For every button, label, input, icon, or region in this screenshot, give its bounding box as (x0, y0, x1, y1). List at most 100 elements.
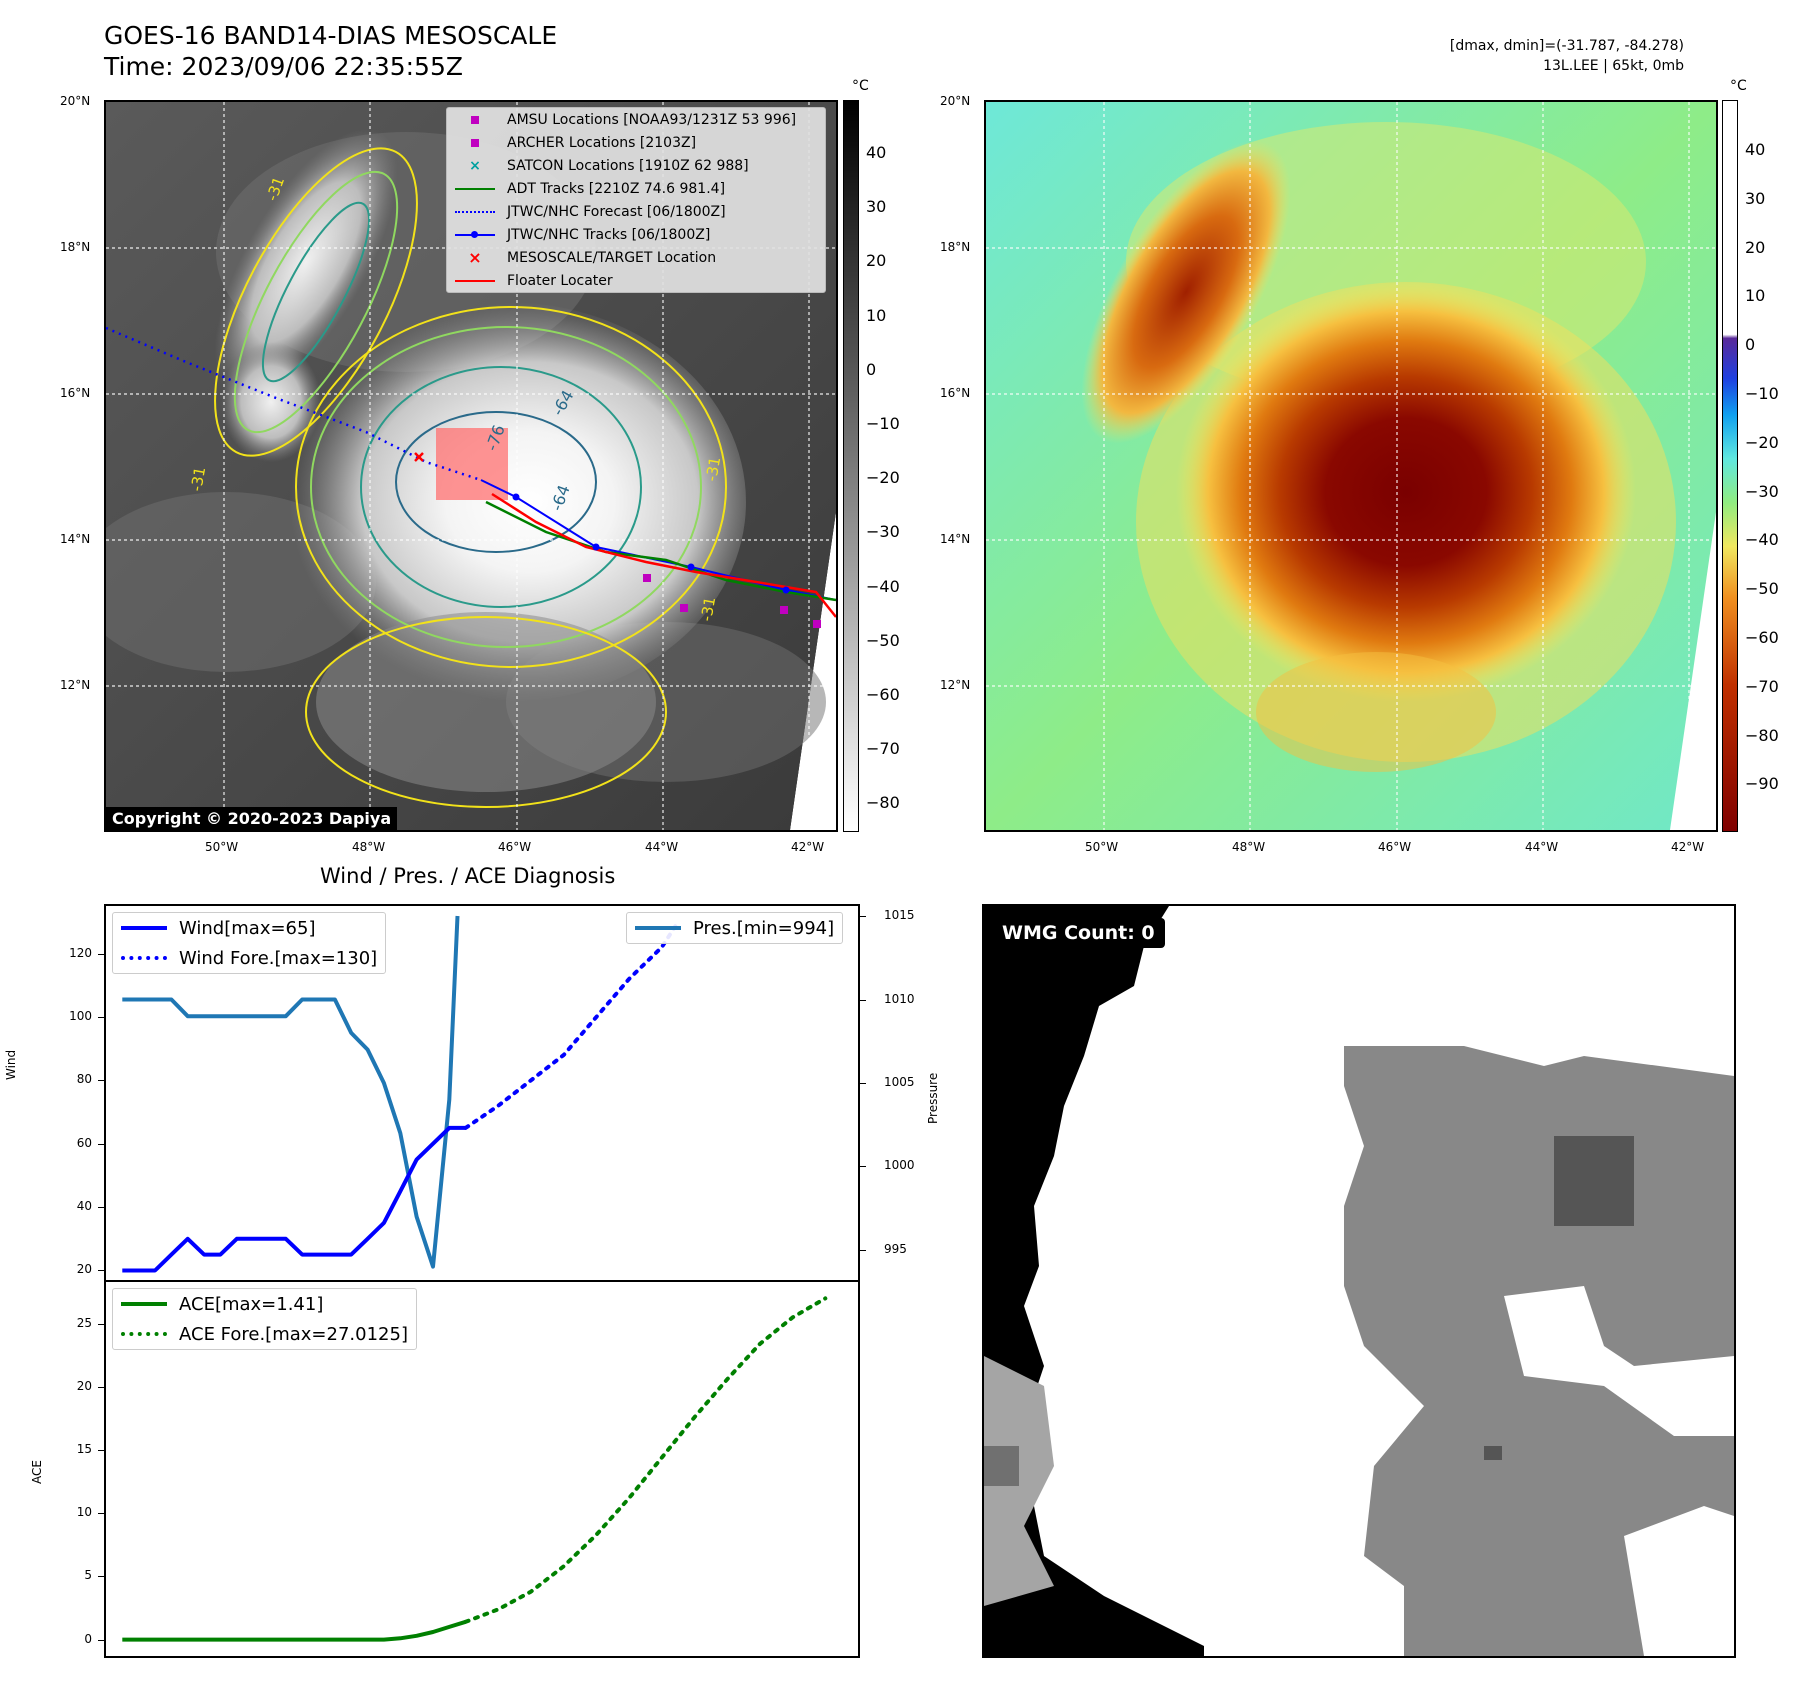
color-image-map (984, 100, 1718, 832)
pressure-ytick: 995 (884, 1241, 907, 1256)
ace-legend: ACE[max=1.41] ACE Fore.[max=27.0125] (112, 1288, 417, 1350)
ir-lat-label: 18°N (60, 240, 91, 254)
ir-lon-label: 50°W (205, 840, 239, 854)
legend-tracks: JTWC/NHC Tracks [06/1800Z] (447, 223, 825, 246)
wind-ytick: 60 (76, 1135, 92, 1150)
legend-archer: ARCHER Locations [2103Z] (447, 131, 825, 154)
legend-forecast: JTWC/NHC Forecast [06/1800Z] (447, 200, 825, 223)
legend-wind: Wind[max=65] (113, 913, 385, 943)
color-colorbar-tick: 10 (1745, 286, 1766, 306)
ir-colorbar-tick: −40 (866, 576, 900, 596)
color-colorbar-tick: −20 (1745, 432, 1779, 452)
ir-colorbar-tick: −50 (866, 630, 900, 650)
ir-lat-label: 14°N (60, 532, 91, 546)
wind-panel-title: Wind / Pres. / ACE Diagnosis (320, 864, 616, 888)
color-lon-label: 46°W (1378, 840, 1412, 854)
color-colorbar-tick: −70 (1745, 676, 1779, 696)
wind-ytick: 40 (76, 1199, 92, 1214)
storm-label: 13L.LEE | 65kt, 0mb (1543, 58, 1684, 74)
ace-ytick-mark (98, 1513, 104, 1515)
wind-line (122, 1125, 466, 1273)
wind-ytick-mark (98, 1270, 104, 1272)
ir-lon-label: 48°W (352, 840, 386, 854)
ir-lat-label: 16°N (60, 386, 91, 400)
color-colorbar (1722, 100, 1738, 832)
contour-label: -31 (702, 455, 724, 482)
ir-colorbar-tick: −20 (866, 468, 900, 488)
wind-svg (122, 915, 681, 1273)
wind-legend: Wind[max=65] Wind Fore.[max=130] (112, 912, 387, 974)
color-lon-label: 42°W (1671, 840, 1705, 854)
color-lon-label: 50°W (1085, 840, 1119, 854)
pressure-ytick-mark (860, 1082, 866, 1084)
wind-ytick-mark (98, 1016, 104, 1018)
legend-floater: Floater Locater (447, 269, 825, 292)
legend-wind-fore: Wind Fore.[max=130] (113, 943, 385, 973)
contour-label: -31 (697, 595, 719, 622)
color-lat-label: 18°N (940, 240, 971, 254)
wind-ytick: 100 (69, 1008, 92, 1023)
pressure-ytick-mark (860, 916, 866, 918)
ir-colorbar-tick: 0 (866, 359, 877, 379)
ace-ytick-mark (98, 1576, 104, 1578)
ace-ytick-mark (98, 1323, 104, 1325)
ir-lon-label: 44°W (645, 840, 679, 854)
ir-colorbar-tick: −70 (866, 739, 900, 759)
ace-line (122, 1619, 467, 1642)
wind-ytick-mark (98, 953, 104, 955)
ace-ytick: 0 (84, 1631, 92, 1646)
contour-label: -31 (187, 465, 209, 492)
color-colorbar-tick: −40 (1745, 530, 1779, 550)
pressure-ytick-mark (860, 1249, 866, 1251)
color-colorbar-tick: −80 (1745, 725, 1779, 745)
legend-ace-fore: ACE Fore.[max=27.0125] (113, 1319, 416, 1349)
ace-ytick-mark (98, 1639, 104, 1641)
wmg-count-label: WMG Count: 0 (992, 918, 1165, 948)
color-lat-label: 16°N (940, 386, 971, 400)
wind-ytick-mark (98, 1143, 104, 1145)
pressure-ytick-mark (860, 1166, 866, 1168)
ace-svg (122, 1296, 828, 1642)
ace-ytick: 20 (76, 1378, 92, 1393)
legend-satcon: × SATCON Locations [1910Z 62 988] (469, 157, 749, 174)
color-colorbar-unit: °C (1730, 78, 1747, 94)
dmax-dmin-label: [dmax, dmin]=(-31.787, -84.278) (1449, 38, 1684, 54)
ir-lat-label: 12°N (60, 678, 91, 692)
ace-plot (104, 1280, 860, 1658)
main-title: GOES-16 BAND14-DIAS MESOSCALE (104, 21, 558, 50)
legend-mesoscale: × MESOSCALE/TARGET Location (468, 248, 717, 267)
ace-ytick: 25 (76, 1315, 92, 1330)
wind-ytick: 120 (69, 945, 92, 960)
pressure-ytick: 1005 (884, 1074, 915, 1089)
ir-colorbar-tick: −60 (866, 685, 900, 704)
color-lon-label: 48°W (1232, 840, 1266, 854)
pressure-ylabel: Pressure (926, 1072, 940, 1124)
color-colorbar-tick: −10 (1745, 384, 1779, 403)
ir-colorbar-tick: 40 (866, 143, 887, 162)
color-colorbar-tick: 30 (1745, 188, 1766, 208)
legend-pres: Pres.[min=994] (627, 913, 842, 943)
ace-ytick: 10 (76, 1505, 92, 1520)
ir-lon-label: 42°W (791, 840, 825, 854)
legend-amsu: AMSU Locations [NOAA93/1231Z 53 996] (447, 108, 825, 131)
ir-colorbar-tick: −10 (866, 414, 900, 433)
color-lat-label: 20°N (940, 94, 971, 108)
color-colorbar-tick: −90 (1745, 774, 1779, 794)
wind-ytick: 80 (76, 1072, 92, 1087)
ir-colorbar-tick: −30 (866, 522, 900, 542)
ir-colorbar-tick: 20 (866, 251, 887, 271)
ace-ytick: 5 (84, 1568, 92, 1583)
ace-ytick-mark (98, 1386, 104, 1388)
legend-adt: ADT Tracks [2210Z 74.6 981.4] (447, 177, 825, 200)
wind-ytick-mark (98, 1207, 104, 1209)
ir-colorbar-tick: 30 (866, 197, 887, 217)
color-colorbar-tick: 20 (1745, 237, 1766, 257)
ir-colorbar-unit: °C (852, 78, 869, 94)
pressure-ytick: 1000 (884, 1158, 915, 1173)
ace-forecast-line (463, 1296, 828, 1624)
wind-ytick-mark (98, 1080, 104, 1082)
time-label: Time: 2023/09/06 22:35:55Z (104, 52, 463, 81)
pressure-ytick: 1010 (884, 991, 915, 1006)
wind-ytick: 20 (76, 1262, 92, 1277)
color-lat-label: 12°N (940, 678, 971, 692)
